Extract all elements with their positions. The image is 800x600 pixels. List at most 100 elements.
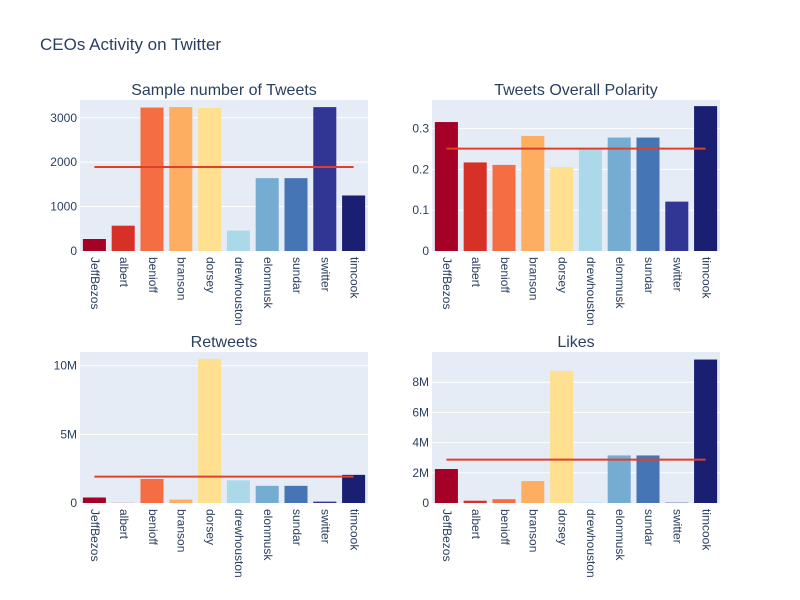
x-tick-label: branson: [527, 257, 541, 300]
x-tick-label: switter: [319, 509, 333, 544]
x-tick-label: timcook: [347, 509, 361, 551]
y-tick-label: 2M: [412, 466, 429, 480]
bar-elonmusk: [255, 485, 279, 503]
x-tick-label: benioff: [498, 257, 512, 293]
x-tick-label: sundar: [290, 509, 304, 546]
plot-background: [80, 352, 368, 503]
x-tick-label: elonmusk: [613, 509, 627, 561]
bar-sundar: [284, 178, 308, 251]
y-tick-label: 0.3: [412, 122, 429, 136]
x-tick-label: benioff: [146, 509, 160, 545]
bar-drewhouston: [578, 148, 602, 251]
x-tick-label: timcook: [347, 257, 361, 299]
bar-benioff: [140, 478, 164, 503]
bar-JeffBezos: [434, 469, 458, 503]
x-tick-label: switter: [671, 257, 685, 292]
subplot-title: Tweets Overall Polarity: [494, 82, 658, 99]
bar-branson: [521, 481, 545, 503]
x-tick-label: albert: [469, 509, 483, 540]
plot-background: [432, 352, 720, 503]
x-tick-label: sundar: [290, 257, 304, 294]
x-tick-label: drewhouston: [584, 257, 598, 326]
subplot-title: Sample number of Tweets: [131, 82, 317, 99]
bar-timcook: [342, 195, 366, 251]
x-tick-label: drewhouston: [584, 509, 598, 578]
y-tick-label: 5M: [60, 427, 77, 441]
x-tick-label: sundar: [642, 509, 656, 546]
bar-JeffBezos: [434, 122, 458, 251]
x-tick-label: drewhouston: [232, 257, 246, 326]
x-tick-label: switter: [671, 509, 685, 544]
bar-drewhouston: [226, 480, 250, 503]
bar-branson: [169, 107, 193, 251]
y-tick-label: 0: [422, 244, 429, 258]
bar-albert: [463, 500, 487, 503]
subplot-2: 0 0.1 0.2 0.3 JeffBezos albert benioff branson d…: [412, 82, 720, 326]
x-tick-label: albert: [469, 257, 483, 288]
x-tick-label: JeffBezos: [88, 257, 102, 309]
bar-sundar: [284, 485, 308, 503]
bar-benioff: [140, 107, 164, 251]
x-tick-label: albert: [117, 257, 131, 288]
bar-sundar: [636, 455, 660, 503]
bar-switter: [665, 201, 689, 251]
bar-dorsey: [550, 166, 574, 251]
x-tick-label: timcook: [699, 257, 713, 299]
bar-dorsey: [198, 107, 222, 252]
y-tick-label: 8M: [412, 375, 429, 389]
bar-elonmusk: [255, 178, 279, 251]
subplot-title: Retweets: [191, 334, 258, 351]
y-tick-label: 1000: [50, 200, 77, 214]
subplot-3: 0 5M 10M JeffBezos albert benioff branson dorse…: [54, 334, 368, 578]
figure-title: CEOs Activity on Twitter: [40, 35, 221, 54]
subplot-title: Likes: [557, 334, 594, 351]
bar-switter: [313, 107, 337, 251]
x-tick-label: elonmusk: [261, 509, 275, 561]
x-tick-label: JeffBezos: [440, 257, 454, 309]
x-tick-label: benioff: [146, 257, 160, 293]
bar-albert: [463, 162, 487, 251]
y-tick-label: 2000: [50, 155, 77, 169]
subplot-1: 0 1000 2000 3000 JeffBezos albert benioff brans…: [50, 82, 368, 326]
bar-timcook: [694, 359, 718, 503]
bar-dorsey: [550, 370, 574, 503]
y-tick-label: 0.1: [412, 203, 429, 217]
bar-branson: [169, 499, 193, 503]
x-tick-label: albert: [117, 509, 131, 540]
bar-drewhouston: [226, 230, 250, 251]
y-tick-label: 0.2: [412, 162, 429, 176]
x-tick-label: elonmusk: [261, 257, 275, 309]
bar-benioff: [492, 164, 516, 251]
x-tick-label: sundar: [642, 257, 656, 294]
x-tick-label: JeffBezos: [440, 509, 454, 561]
x-tick-label: branson: [175, 257, 189, 300]
x-tick-label: timcook: [699, 509, 713, 551]
bar-timcook: [694, 106, 718, 252]
x-tick-label: branson: [175, 509, 189, 552]
x-tick-label: benioff: [498, 509, 512, 545]
y-tick-label: 3000: [50, 111, 77, 125]
subplot-4: 0 2M 4M 6M 8M JeffBezos albert benioff branson do…: [412, 334, 720, 578]
y-tick-label: 4M: [412, 436, 429, 450]
x-tick-label: branson: [527, 509, 541, 552]
y-tick-label: 6M: [412, 405, 429, 419]
bar-albert: [111, 225, 135, 251]
bar-benioff: [492, 499, 516, 503]
x-tick-label: dorsey: [203, 257, 217, 293]
bar-elonmusk: [607, 455, 631, 503]
x-tick-label: dorsey: [203, 509, 217, 545]
x-tick-label: dorsey: [555, 257, 569, 293]
y-tick-label: 0: [422, 496, 429, 510]
y-tick-label: 0: [70, 244, 77, 258]
bar-switter: [313, 501, 337, 503]
bar-JeffBezos: [82, 239, 106, 251]
bar-branson: [521, 135, 545, 251]
bar-sundar: [636, 137, 660, 251]
bar-timcook: [342, 474, 366, 503]
x-tick-label: drewhouston: [232, 509, 246, 578]
y-tick-label: 0: [70, 496, 77, 510]
x-tick-label: JeffBezos: [88, 509, 102, 561]
y-tick-label: 10M: [54, 359, 77, 373]
x-tick-label: elonmusk: [613, 257, 627, 309]
